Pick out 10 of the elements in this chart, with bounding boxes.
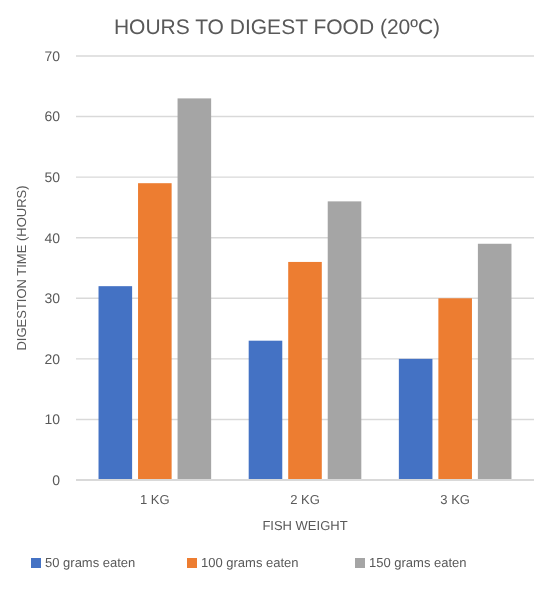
bar bbox=[288, 261, 322, 480]
bar bbox=[438, 298, 472, 480]
bar bbox=[477, 243, 512, 480]
bar bbox=[327, 201, 362, 480]
bar bbox=[98, 286, 133, 480]
chart-title: HOURS TO DIGEST FOOD (20ºC) bbox=[113, 16, 441, 40]
bar bbox=[398, 358, 433, 480]
bar bbox=[248, 340, 283, 480]
bar bbox=[177, 98, 212, 480]
bar bbox=[138, 183, 172, 480]
